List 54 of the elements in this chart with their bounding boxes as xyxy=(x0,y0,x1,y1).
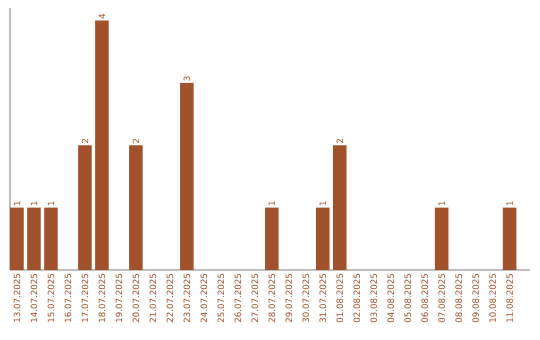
bar xyxy=(27,208,41,270)
x-tick-label: 01.08.2025 xyxy=(336,274,344,322)
x-tick-label: 15.07.2025 xyxy=(48,274,54,322)
bar xyxy=(180,82,194,270)
data-label: 2 xyxy=(336,139,343,144)
x-tick-label: 23.07.2025 xyxy=(184,274,190,322)
bar xyxy=(502,208,516,270)
x-tick-label: 20.07.2025 xyxy=(132,274,140,322)
x-tick-label: 10.08.2025 xyxy=(489,274,496,322)
data-label: 1 xyxy=(48,201,54,206)
x-tick-label: 30.07.2025 xyxy=(302,274,310,322)
data-label: 3 xyxy=(184,76,190,81)
x-tick-label: 17.07.2025 xyxy=(82,274,88,322)
x-tick-label: 27.07.2025 xyxy=(252,274,258,322)
data-label: 1 xyxy=(438,201,445,206)
data-label: 1 xyxy=(268,201,275,206)
x-tick-label: 07.08.2025 xyxy=(438,274,445,322)
x-tick-label: 06.08.2025 xyxy=(421,274,428,322)
x-tick-label: 26.07.2025 xyxy=(234,274,242,322)
data-label: 1 xyxy=(14,201,20,206)
bar xyxy=(95,20,109,270)
x-tick-label: 09.08.2025 xyxy=(472,274,479,322)
x-tick-label: 03.08.2025 xyxy=(370,274,377,322)
x-tick-label: 29.07.2025 xyxy=(286,274,292,322)
x-tick-label: 18.07.2025 xyxy=(98,274,106,322)
bar xyxy=(434,208,448,270)
x-tick-label: 31.07.2025 xyxy=(319,274,326,322)
x-tick-label: 05.08.2025 xyxy=(404,274,411,322)
data-label: 2 xyxy=(82,139,88,144)
x-tick-label: 25.07.2025 xyxy=(218,274,224,322)
x-tick-label: 02.08.2025 xyxy=(353,274,360,322)
data-label: 1 xyxy=(320,201,326,206)
x-tick-label: 22.07.2025 xyxy=(166,274,174,322)
x-tick-label: 16.07.2025 xyxy=(64,274,72,322)
bar xyxy=(129,145,143,270)
x-tick-label: 24.07.2025 xyxy=(200,274,208,322)
x-tick-label: 14.07.2025 xyxy=(30,274,38,322)
data-label: 1 xyxy=(30,201,38,206)
bar xyxy=(10,208,24,270)
x-tick-label: 04.08.2025 xyxy=(387,274,394,322)
data-label: 2 xyxy=(132,139,140,144)
x-tick-label: 28.07.2025 xyxy=(268,274,276,322)
x-tick-label: 19.07.2025 xyxy=(116,274,122,322)
bar xyxy=(264,208,279,270)
x-tick-label: 13.07.2025 xyxy=(14,274,20,322)
bar xyxy=(332,145,347,270)
bar xyxy=(44,208,58,270)
bar xyxy=(78,145,92,270)
x-tick-label: 21.07.2025 xyxy=(150,274,156,322)
data-label: 4 xyxy=(98,14,106,18)
bar xyxy=(316,208,330,270)
x-tick-label: 11.08.2025 xyxy=(506,274,513,322)
data-label: 1 xyxy=(506,201,513,206)
x-tick-label: 08.08.2025 xyxy=(455,274,462,322)
